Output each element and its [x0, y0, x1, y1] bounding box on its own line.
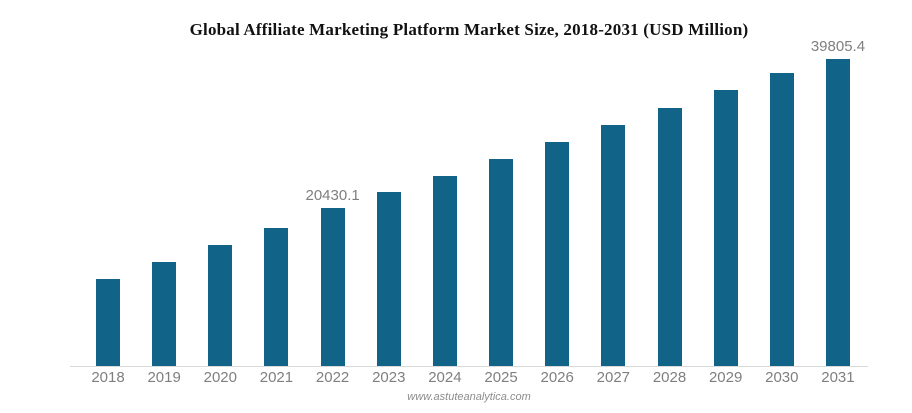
- x-axis-label-2021: 2021: [259, 369, 294, 386]
- bar-2028: [657, 107, 682, 366]
- x-axis-label-2019: 2019: [147, 369, 181, 386]
- chart-title: Global Affiliate Marketing Platform Mark…: [189, 20, 749, 39]
- bar-2026: [545, 141, 570, 366]
- x-axis: 2018 2019 2020 2021 2022 2023 2024 2025 2026 2027…: [0, 369, 912, 389]
- bar-value-label-2022: 20430.1: [305, 187, 360, 205]
- x-axis-label-2025: 2025: [484, 369, 518, 386]
- bar-value-label-2031: 39805.4: [810, 38, 866, 55]
- bar-2027: [601, 124, 626, 366]
- x-axis-line: [70, 366, 868, 367]
- x-axis-label-2020: 2020: [203, 369, 237, 386]
- x-axis-label-2022: 2022: [315, 369, 350, 386]
- bar-2023: [376, 192, 401, 366]
- bar-2031: [825, 59, 850, 366]
- bar-2029: [713, 90, 738, 366]
- bar-2022: [320, 208, 345, 366]
- x-axis-label-2029: 2029: [708, 369, 743, 386]
- x-axis-label-2023: 2023: [372, 369, 406, 386]
- plot-area: 20430.1 39805.4: [96, 38, 866, 366]
- x-axis-label-2024: 2024: [428, 369, 462, 386]
- x-axis-label-2027: 2027: [596, 369, 631, 386]
- bar-2019: [152, 262, 177, 366]
- bar-2020: [208, 244, 233, 366]
- bar-2021: [264, 227, 289, 366]
- bar-2025: [489, 158, 514, 366]
- x-axis-label-2026: 2026: [540, 369, 574, 386]
- x-axis-label-2030: 2030: [765, 369, 799, 386]
- x-axis-label-2031: 2031: [821, 369, 855, 386]
- bar-2024: [432, 175, 457, 366]
- x-axis-label-2028: 2028: [652, 369, 687, 386]
- website-text: www.astuteanalytica.com: [407, 391, 531, 403]
- bar-2030: [769, 72, 794, 366]
- bar-2018: [96, 279, 120, 366]
- x-axis-label-2018: 2018: [91, 369, 125, 386]
